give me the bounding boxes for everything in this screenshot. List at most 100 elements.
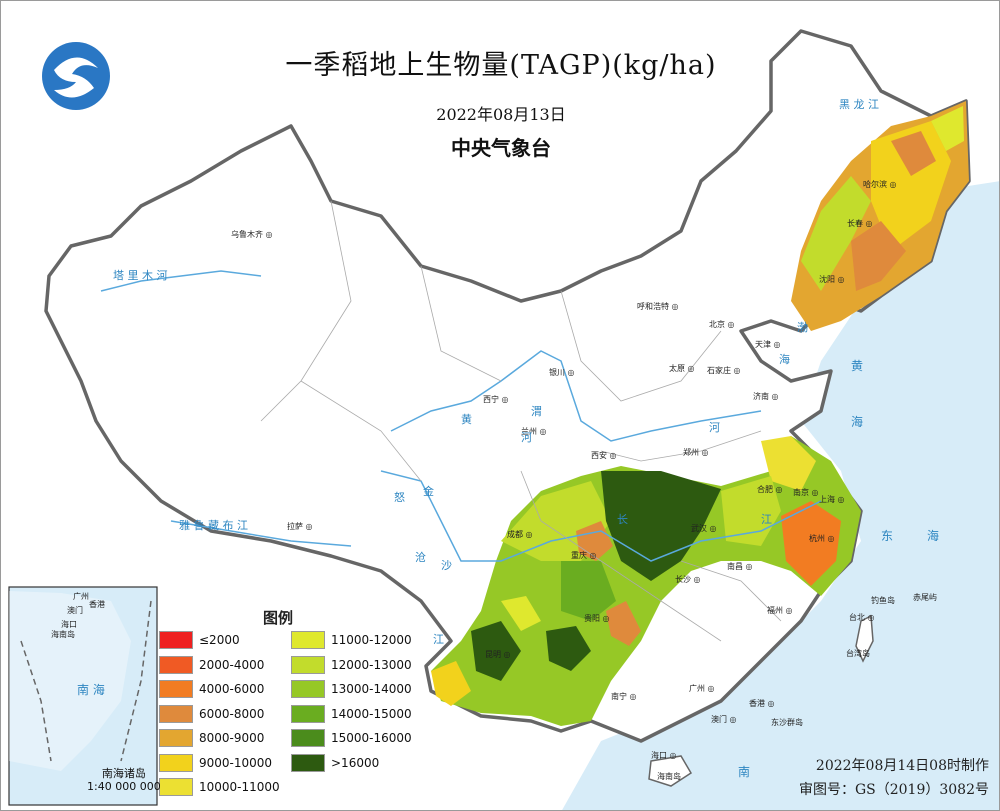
legend-title: 图例 (263, 609, 294, 627)
label-lancang: 沧 (415, 551, 426, 564)
yarlung-river (170, 520, 352, 547)
legend-label: >16000 (331, 755, 380, 770)
legend-swatch (291, 729, 325, 747)
city-label: 拉萨 ◎ (287, 522, 313, 531)
legend-swatch (159, 655, 193, 674)
city-label: 香港 ◎ (749, 699, 775, 708)
rice-ne-orange (891, 131, 936, 176)
legend-item: >16000 (291, 752, 379, 774)
legend-item: 10000-11000 (159, 776, 280, 798)
city-label: 重庆 ◎ (571, 551, 597, 560)
label-taiwan: 台湾岛 (846, 649, 870, 658)
rice-ne-green (801, 176, 871, 291)
label-donghai2: 海 (927, 529, 940, 543)
legend-label: 11000-12000 (331, 633, 412, 647)
city-label: 昆明 ◎ (485, 650, 511, 659)
city-label: 沈阳 ◎ (819, 275, 845, 284)
label-huanghai2: 海 (851, 415, 864, 429)
city-label: 成都 ◎ (507, 530, 533, 539)
city-label: 西安 ◎ (591, 451, 617, 460)
china-outline (44, 29, 971, 743)
rice-south-yellow (431, 661, 471, 706)
rice-south-orange (781, 501, 841, 586)
rice-south-green2 (561, 561, 616, 621)
footer-approval: 审图号：GS（2019）3082号 (798, 782, 989, 798)
city-label: 郑州 ◎ (683, 448, 709, 457)
city-label: 南京 ◎ (793, 488, 819, 497)
inset-coast (9, 591, 131, 771)
inset-scale: 1:40 000 000 (87, 780, 161, 793)
inset-place-hongkong: 香港 (89, 600, 105, 609)
legend-label: 4000-6000 (199, 682, 265, 696)
inset-caption: 南海诸岛 1:40 000 000 (87, 767, 161, 793)
legend-item: 13000-14000 (291, 678, 412, 700)
legend-label: 12000-13000 (331, 657, 412, 672)
legend-label: 9000-10000 (199, 755, 273, 770)
label-jinsha: 金 (423, 485, 434, 498)
city-label: 哈尔滨 ◎ (863, 180, 897, 189)
rice-ne-lightgreen (931, 106, 964, 151)
legend-item: 14000-15000 (291, 703, 412, 725)
label-yarlung: 雅 鲁 藏 布 江 (179, 519, 248, 532)
rice-south-orange3 (606, 601, 641, 646)
legend-swatch (159, 729, 193, 747)
city-label: 贵阳 ◎ (584, 614, 610, 623)
city-label: 南宁 ◎ (611, 692, 637, 701)
city-label: 武汉 ◎ (691, 524, 717, 533)
legend-swatch (159, 680, 193, 698)
legend-label: ≤2000 (199, 633, 240, 647)
city-label: 长沙 ◎ (675, 575, 701, 584)
legend-label: 14000-15000 (331, 706, 412, 721)
label-changjiang: 长 (617, 513, 628, 526)
legend-item: 12000-13000 (291, 654, 412, 676)
map-title: 一季稻地上生物量(TAGP)(kg/ha) (285, 50, 717, 81)
rice-south-darkgreen3 (546, 626, 591, 671)
cma-logo-icon (42, 42, 110, 110)
legend-swatch (291, 655, 325, 674)
label-bohai2: 海 (779, 353, 790, 366)
rice-south-yellow3 (501, 596, 541, 631)
city-label: 乌鲁木齐 ◎ (231, 230, 273, 239)
legend-label: 10000-11000 (199, 780, 280, 794)
legend-label: 15000-16000 (331, 731, 412, 745)
rice-south-darkgreen (601, 471, 721, 581)
sea-area (562, 181, 999, 810)
label-heilongjiang: 黑 龙 江 (839, 98, 879, 111)
inset-border (20, 600, 152, 762)
legend-label: 2000-4000 (199, 657, 265, 672)
legend-item: 8000-9000 (159, 727, 264, 749)
rice-south-darkgreen2 (471, 621, 521, 681)
label-diaoyu: 钓鱼岛 (871, 596, 895, 605)
legend-label: 13000-14000 (331, 682, 412, 696)
city-label: 广州 ◎ (689, 684, 715, 693)
inset-sea-label: 南 海 (77, 683, 105, 697)
legend-label: 6000-8000 (199, 706, 265, 721)
label-dongsha: 东沙群岛 (771, 718, 803, 727)
label-yellow: 黄 (461, 413, 472, 426)
legend-swatch (291, 753, 325, 772)
legend-swatch (159, 778, 193, 796)
city-label: 呼和浩特 ◎ (637, 302, 679, 311)
legend-item: 2000-4000 (159, 654, 264, 676)
city-label: 上海 ◎ (819, 495, 845, 504)
label-he: 河 (709, 421, 720, 434)
hainan-island (648, 755, 693, 787)
legend-swatch (159, 631, 193, 649)
label-nujiang: 怒 (394, 491, 405, 504)
city-label: 银川 ◎ (549, 368, 575, 377)
legend-swatch (291, 631, 325, 649)
city-label: 太原 ◎ (669, 364, 695, 373)
label-nan: 南 (738, 765, 751, 779)
inset-name: 南海诸岛 (101, 767, 146, 780)
city-label: 兰州 ◎ (521, 427, 547, 436)
legend-item: 6000-8000 (159, 703, 264, 725)
label-weihe: 渭 (531, 405, 542, 418)
rice-ne-orange2 (851, 221, 906, 291)
city-label: 合肥 ◎ (757, 485, 783, 494)
label-jiang: 江 (761, 513, 772, 526)
inset-place-hainan: 海南岛 (51, 630, 75, 639)
legend-item: 9000-10000 (159, 752, 272, 774)
legend-swatch (159, 753, 193, 772)
label-sha: 沙 (441, 559, 452, 572)
